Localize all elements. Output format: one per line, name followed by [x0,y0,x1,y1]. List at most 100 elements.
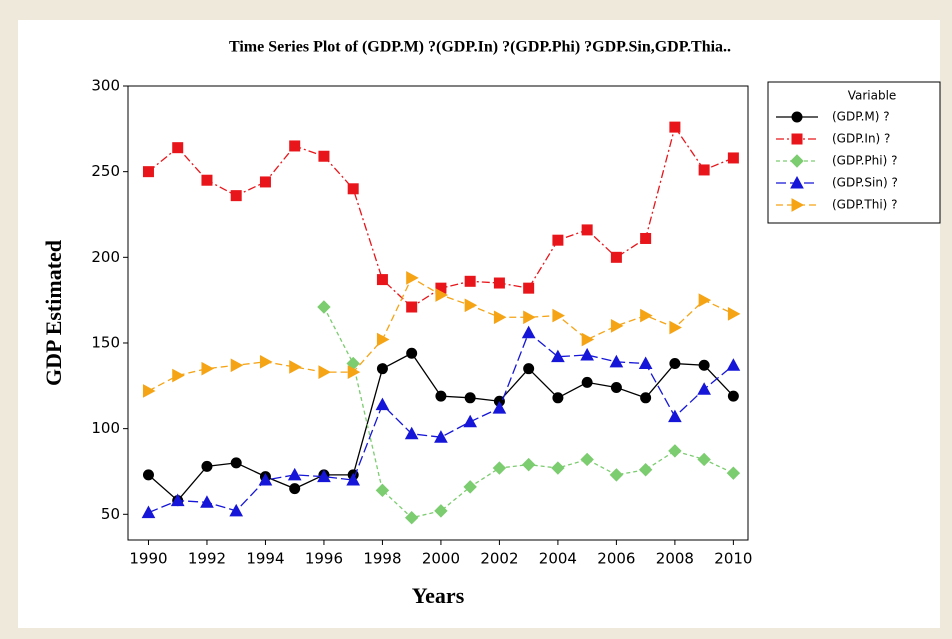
data-point [698,164,710,176]
data-point [551,349,565,363]
data-point [727,307,741,321]
data-point [201,460,213,472]
x-tick-label: 1992 [188,550,226,568]
legend-marker [791,133,803,145]
data-point [347,183,359,195]
x-tick-label: 2000 [422,550,460,568]
legend-box [767,81,941,224]
data-point [581,332,595,347]
data-point [610,251,622,263]
data-point [640,392,652,404]
data-point [521,457,536,472]
data-point [376,332,390,347]
y-tick-label: 50 [101,505,120,523]
data-point [552,234,564,246]
data-point [580,347,594,361]
data-point [289,360,302,374]
legend-marker [790,175,804,189]
data-point [668,444,682,458]
data-point [406,347,418,359]
data-point [289,140,301,152]
data-point [581,224,593,236]
data-point [609,354,624,368]
data-point [669,121,681,133]
data-point [346,472,361,486]
data-point [434,504,448,518]
data-point [581,376,593,388]
data-point [638,356,653,370]
data-point [463,480,477,494]
data-point [376,363,388,375]
data-point [258,472,273,486]
y-tick-label: 100 [91,419,120,437]
data-point [230,190,242,202]
data-point [464,275,476,287]
data-point [259,354,273,369]
data-point [317,300,331,314]
data-point [523,363,535,375]
legend-label: (GDP.M) ? [832,110,890,124]
y-tick-label: 250 [91,162,120,180]
x-tick-label: 2006 [597,550,635,568]
data-point [727,152,739,164]
data-point [404,426,419,440]
data-point [638,463,653,477]
x-tick-label: 2004 [539,550,577,568]
data-point [552,308,565,323]
legend-label: (GDP.Thi) ? [832,198,898,212]
data-point [376,274,388,286]
x-tick-label: 1990 [129,550,167,568]
data-point [259,176,271,188]
data-point [523,282,535,294]
data-point [435,390,447,402]
data-point [172,368,185,383]
data-point [697,382,711,395]
x-tick-label: 2010 [714,550,752,568]
data-point [464,392,476,404]
legend-marker [790,154,804,168]
data-point [640,232,652,244]
data-point [318,150,330,162]
legend-marker [791,111,803,123]
data-point [170,493,185,507]
legend-label: (GDP.Sin) ? [832,176,898,190]
x-tick-label: 1996 [305,550,343,568]
data-point [668,409,682,423]
data-point [201,174,213,186]
data-point [375,483,390,498]
y-tick-label: 300 [91,77,120,95]
legend-marker [791,198,805,212]
data-point [493,310,507,325]
data-point [230,457,242,469]
data-point [141,505,156,519]
chart-title: Time Series Plot of (GDP.M) ?(GDP.In) ?(… [229,39,731,56]
data-point [229,503,244,517]
data-point [580,452,594,467]
data-point [726,466,741,480]
data-point [142,166,154,178]
data-point [406,301,418,313]
legend-label: (GDP.In) ? [832,132,890,146]
data-point [318,365,331,379]
data-point [289,483,301,495]
data-point [492,401,507,414]
y-tick-label: 200 [91,248,120,266]
data-point [521,325,536,339]
x-tick-label: 2002 [480,550,518,568]
y-axis-label: GDP Estimated [41,240,66,386]
data-point [375,397,390,411]
data-point [287,467,302,481]
x-tick-label: 1998 [363,550,401,568]
data-point [406,271,419,285]
data-point [523,310,536,325]
plot-area [127,85,749,541]
data-point [404,511,419,525]
x-tick-label: 1994 [246,550,284,568]
data-point [317,469,331,483]
data-point [727,390,739,402]
data-point [698,293,712,307]
data-point [492,461,507,475]
y-tick-label: 150 [91,333,120,351]
data-point [230,358,244,373]
data-point [347,365,361,379]
